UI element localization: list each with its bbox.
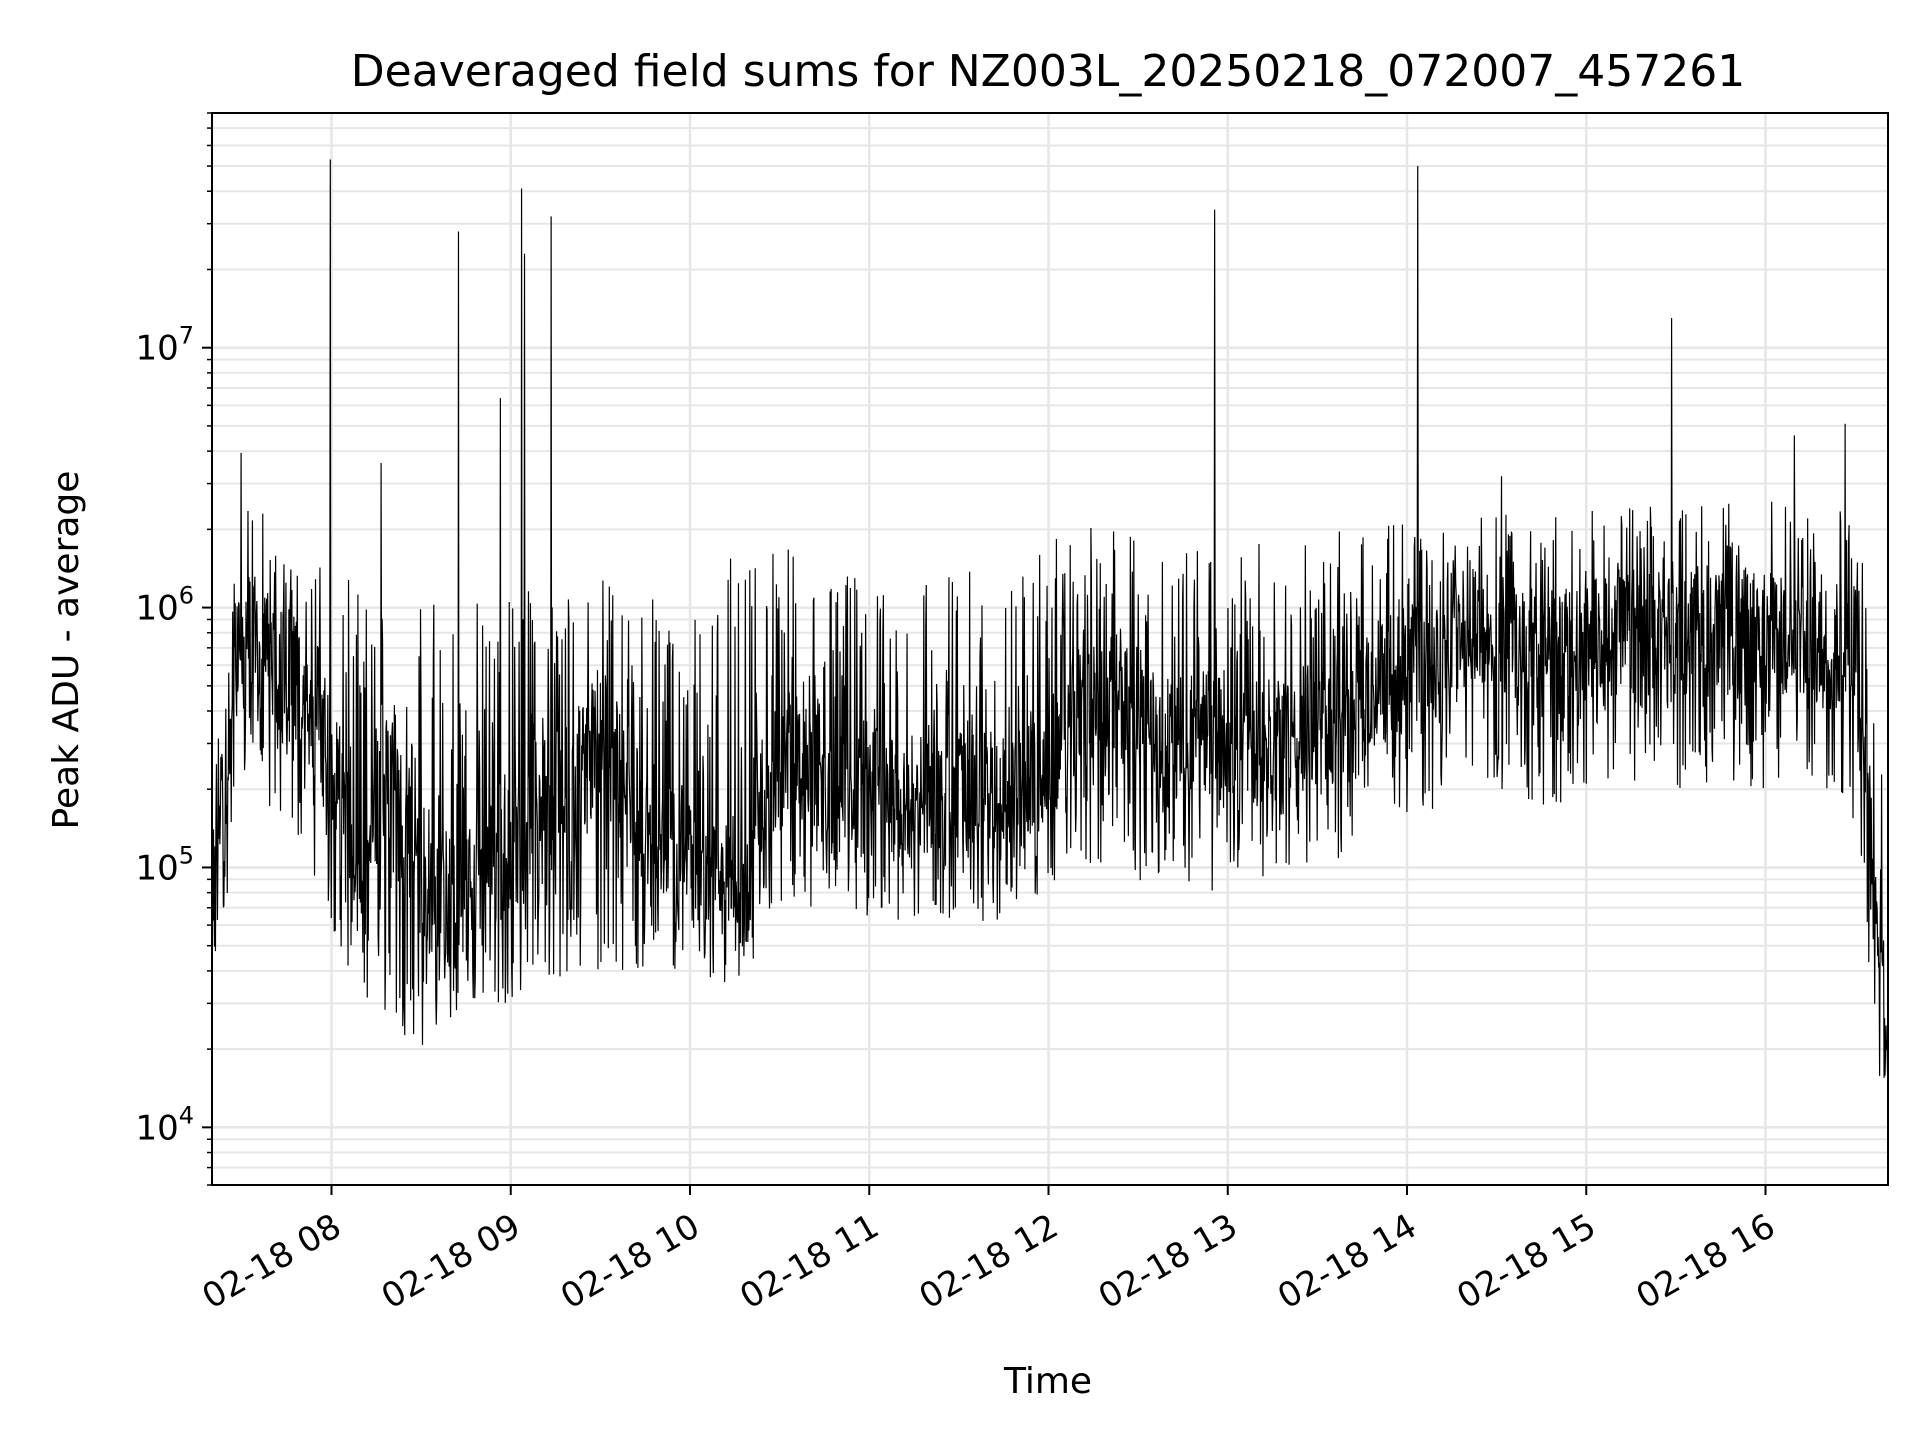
- x-tick-label: 02-18 10: [554, 1206, 706, 1317]
- y-tick-label: 106: [135, 582, 194, 629]
- plot-frame: [211, 112, 1889, 1186]
- chart-title: Deaveraged field sums for NZ003L_2025021…: [351, 46, 1745, 97]
- x-tick-label: 02-18 14: [1271, 1206, 1423, 1317]
- x-axis-title: Time: [1003, 1361, 1092, 1402]
- x-tick-label: 02-18 13: [1092, 1206, 1244, 1317]
- y-axis-title: Peak ADU - average: [46, 471, 87, 830]
- series-layer: [211, 159, 1889, 1078]
- x-tick-label: 02-18 09: [375, 1206, 527, 1317]
- y-tick-label: 107: [135, 322, 194, 369]
- major-grid: [212, 113, 1888, 1185]
- x-tick-label: 02-18 12: [913, 1206, 1065, 1317]
- y-tick-label: 104: [135, 1101, 194, 1148]
- x-tick-label: 02-18 08: [196, 1206, 348, 1317]
- x-tick-label: 02-18 15: [1450, 1206, 1602, 1317]
- x-tick-label: 02-18 16: [1630, 1206, 1782, 1317]
- x-axis: 02-18 08 02-18 09 02-18 10 02-18 11 02-18 12…: [196, 1185, 1782, 1317]
- x-tick-label: 02-18 11: [733, 1206, 885, 1317]
- y-tick-label: 105: [135, 841, 194, 888]
- series-line: [211, 159, 1889, 1078]
- y-axis: 104 105 106 107: [135, 322, 212, 1148]
